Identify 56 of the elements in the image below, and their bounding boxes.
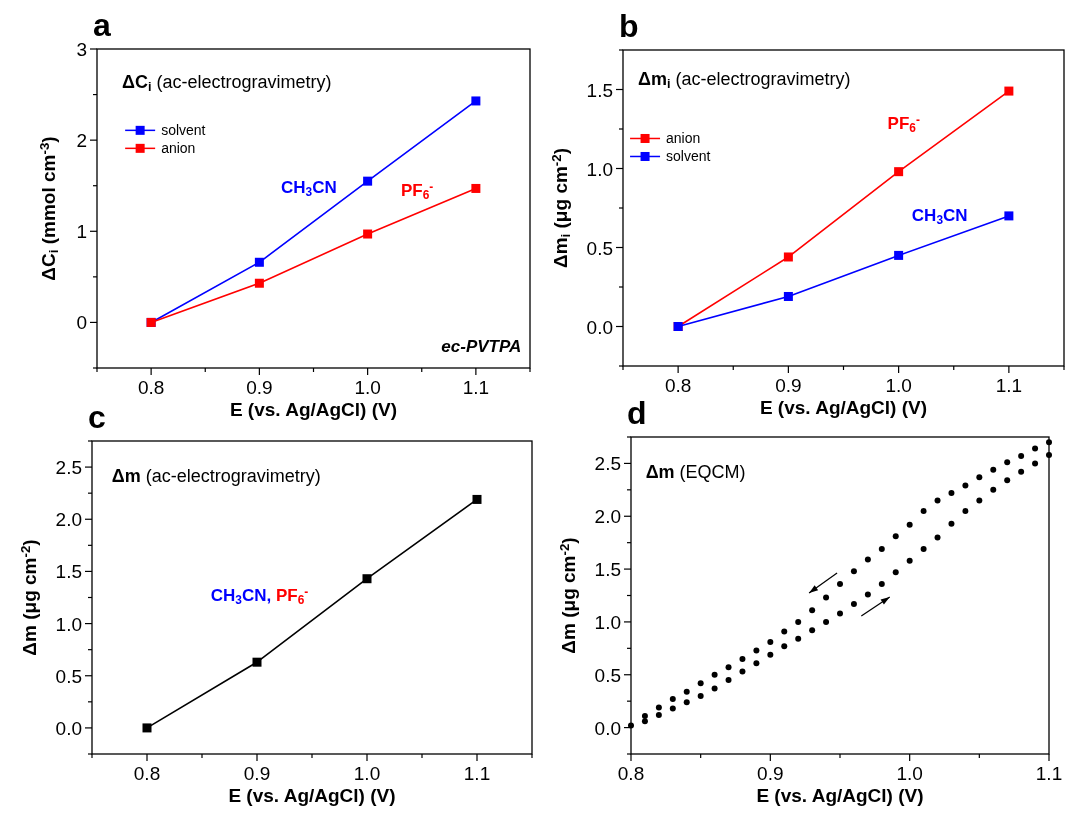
y-tick-label: 0.5 — [594, 664, 621, 686]
y-tick-label: 1.5 — [55, 561, 82, 583]
x-axis-title: E (vs. Ag/AgCl) (V) — [759, 397, 928, 418]
x-tick-label: 1.0 — [353, 763, 381, 784]
chart-title: d — [627, 395, 647, 431]
x-tick-label: 0.9 — [246, 377, 273, 398]
y-tick-label: 3 — [76, 39, 87, 60]
x-tick-label: 0.9 — [775, 375, 802, 396]
y-tick-label: 1.5 — [594, 559, 621, 581]
x-tick-label: 1.0 — [896, 763, 923, 784]
annotation: ΔC$_{i}$ (ac-electrogravimetry) — [122, 71, 332, 95]
y-tick-label: 1.0 — [586, 158, 613, 180]
annotation: ec-PVTPA — [441, 337, 522, 357]
chart-title: b — [619, 8, 639, 44]
x-tick-label: 0.8 — [133, 763, 161, 784]
y-tick-label: 0 — [76, 312, 87, 334]
legend-label: solvent — [161, 122, 206, 139]
y-tick-label: 0.5 — [586, 237, 613, 259]
y-tick-label: 1.0 — [55, 613, 82, 635]
x-tick-label: 1.1 — [995, 375, 1023, 396]
x-tick-label: 1.0 — [885, 375, 912, 396]
x-tick-label: 0.8 — [664, 375, 692, 396]
y-tick-label: 0.5 — [55, 665, 82, 687]
x-tick-label: 0.8 — [617, 763, 645, 784]
legend-label: anion — [161, 140, 196, 157]
x-tick-label: 0.9 — [243, 763, 271, 784]
x-tick-label: 1.0 — [354, 377, 381, 398]
chart-title: a — [93, 7, 111, 43]
y-tick-label: 2.5 — [55, 457, 82, 479]
y-tick-label: 0.0 — [55, 717, 82, 739]
x-tick-label: 1.1 — [463, 763, 491, 784]
x-axis-title: E (vs. Ag/AgCl) (V) — [229, 399, 398, 420]
x-tick-label: 0.9 — [757, 763, 784, 784]
annotation: Δm (ac-electrogravimetry) — [111, 465, 321, 486]
y-tick-label: 1.5 — [586, 79, 613, 101]
legend-label: solvent — [666, 148, 711, 165]
y-tick-label: 0.0 — [586, 316, 613, 338]
annotation: Δm (EQCM) — [645, 462, 746, 483]
y-tick-label: 2.0 — [594, 506, 621, 528]
x-axis-title: E (vs. Ag/AgCl) (V) — [228, 785, 396, 806]
annotation: CH$_{3}$CN — [281, 177, 337, 199]
chart-title: c — [88, 399, 106, 435]
y-tick-label: 2.0 — [55, 509, 82, 531]
annotation: CH$_{3}$CN — [911, 205, 968, 227]
x-tick-label: 1.1 — [1035, 763, 1063, 784]
x-tick-label: 1.1 — [462, 377, 490, 398]
legend-label: anion — [666, 130, 701, 147]
x-axis-title: E (vs. Ag/AgCl) (V) — [756, 785, 924, 806]
x-tick-label: 0.8 — [137, 377, 165, 398]
y-tick-label: 0.0 — [594, 717, 621, 739]
annotation: CH$_{3}$CN, — [210, 585, 272, 607]
annotation: Δm$_{i}$ (ac-electrogravimetry) — [637, 68, 851, 92]
y-tick-label: 1.0 — [594, 611, 621, 633]
y-tick-label: 2 — [76, 130, 87, 152]
y-tick-label: 1 — [76, 221, 87, 243]
y-tick-label: 2.5 — [594, 453, 621, 475]
